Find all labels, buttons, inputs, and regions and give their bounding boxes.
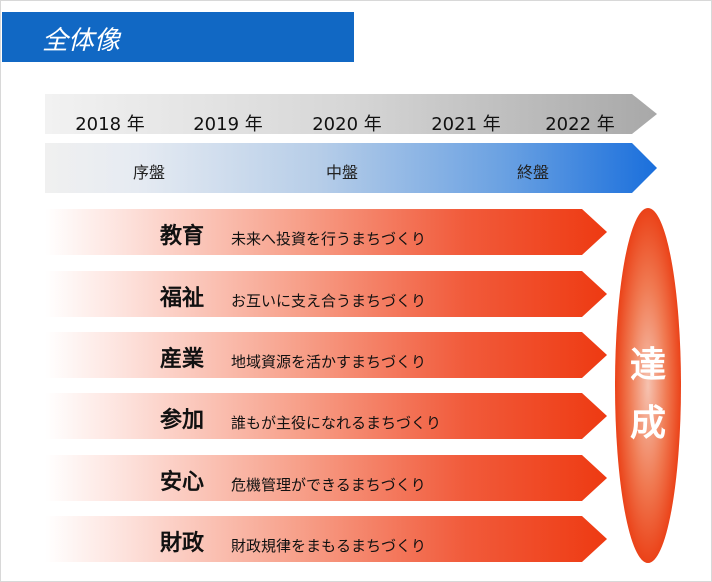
- goal-arrow-education: 教育 未来へ投資を行うまちづくり: [45, 209, 607, 255]
- achievement-char: 成: [629, 403, 666, 444]
- row-label: 教育: [160, 224, 205, 249]
- row-description: 地域資源を活かすまちづくり: [231, 353, 427, 371]
- phase-label: 中盤: [325, 163, 359, 182]
- year-label: 2018 年: [75, 114, 145, 135]
- page-title: 全体像: [42, 26, 121, 56]
- goal-arrow-participation: 参加 誰もが主役になれるまちづくり: [45, 393, 607, 439]
- year-timeline-arrow: 2018 年 2019 年 2020 年 2021 年 2022 年: [45, 94, 657, 134]
- row-label: 参加: [160, 408, 205, 433]
- row-description: 未来へ投資を行うまちづくり: [231, 230, 427, 248]
- year-label: 2022 年: [545, 114, 615, 135]
- row-description: 誰もが主役になれるまちづくり: [231, 414, 442, 432]
- achievement-char: 達: [629, 345, 666, 386]
- row-description: お互いに支え合うまちづくり: [231, 292, 427, 310]
- goal-arrow-industry: 産業 地域資源を活かすまちづくり: [45, 332, 607, 378]
- year-label: 2021 年: [431, 114, 501, 135]
- row-label: 安心: [160, 470, 205, 495]
- row-label: 福祉: [160, 286, 205, 311]
- year-label: 2020 年: [312, 114, 382, 135]
- phase-timeline-arrow: 序盤 中盤 終盤: [45, 143, 657, 193]
- goal-arrow-finance: 財政 財政規律をまもるまちづくり: [45, 516, 607, 562]
- row-label: 産業: [160, 347, 205, 372]
- row-label: 財政: [160, 531, 205, 556]
- achievement-oval: 達 成: [615, 208, 681, 563]
- phase-label: 終盤: [516, 163, 550, 182]
- row-description: 危機管理ができるまちづくり: [231, 476, 426, 494]
- phase-label: 序盤: [132, 163, 166, 182]
- goal-arrow-safety: 安心 危機管理ができるまちづくり: [45, 455, 607, 501]
- row-description: 財政規律をまもるまちづくり: [231, 537, 427, 555]
- title-bar: 全体像: [2, 12, 354, 62]
- goal-arrow-welfare: 福祉 お互いに支え合うまちづくり: [45, 271, 607, 317]
- year-label: 2019 年: [193, 114, 263, 135]
